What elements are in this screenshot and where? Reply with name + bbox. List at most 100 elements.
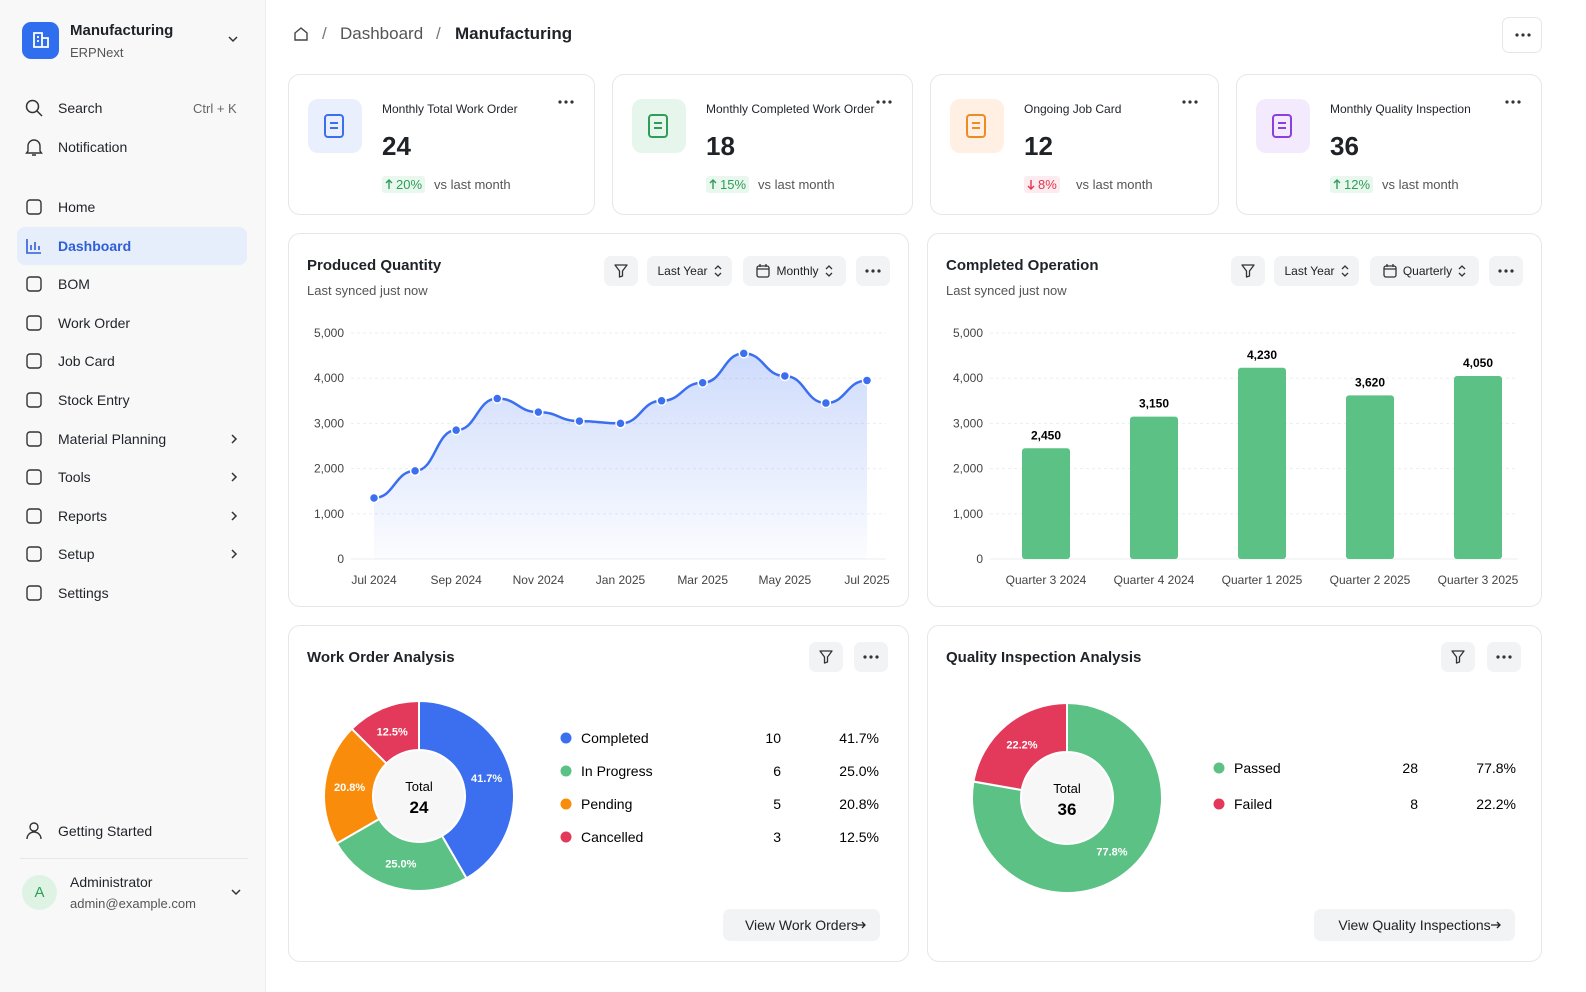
- nav-item[interactable]: Home: [58, 199, 96, 215]
- graphic: [1383, 264, 1397, 278]
- search-label[interactable]: Search: [58, 100, 103, 116]
- nav-item[interactable]: Work Order: [58, 314, 131, 331]
- center-label: Total: [405, 779, 433, 794]
- filter-select[interactable]: Monthly: [743, 256, 846, 286]
- filter-select[interactable]: Last Year: [647, 256, 732, 286]
- more-button[interactable]: [854, 642, 888, 672]
- graphic: [26, 822, 42, 840]
- kpi-icon: [308, 99, 362, 153]
- nav-item[interactable]: Job Card: [58, 353, 115, 370]
- dot: [863, 655, 867, 659]
- bar: [1346, 395, 1394, 559]
- filter-select[interactable]: Quarterly: [1370, 256, 1479, 286]
- dot: [1496, 655, 1500, 659]
- icon: [25, 139, 43, 156]
- view-button[interactable]: View Quality Inspections: [1314, 909, 1515, 941]
- calendar-icon: [756, 265, 771, 278]
- graphic: [231, 472, 238, 482]
- graphic: [648, 114, 668, 138]
- y-tick-label: 1,000: [953, 507, 983, 521]
- graphic: [228, 36, 238, 43]
- point: [368, 492, 380, 504]
- kpi-note: vs last month: [1382, 177, 1459, 192]
- graphic: [1272, 114, 1292, 138]
- filter-button[interactable]: [1441, 642, 1475, 672]
- nav-item[interactable]: Dashboard: [58, 237, 132, 254]
- graphic: [26, 430, 42, 447]
- icon: [26, 508, 42, 524]
- filter-label: Monthly: [776, 264, 819, 278]
- kpi-title: Monthly Quality Inspection: [1330, 102, 1471, 116]
- nav-item[interactable]: Stock Entry: [58, 392, 130, 408]
- x-tick-label: Sep 2024: [430, 573, 482, 587]
- graphic: [294, 27, 308, 41]
- nav-item[interactable]: Setup: [58, 546, 95, 563]
- dot: [1511, 100, 1515, 104]
- getting-started[interactable]: Getting Started: [58, 823, 153, 839]
- kpi-value: 24: [382, 131, 411, 161]
- slice: [418, 699, 515, 880]
- graphic: 77.8% 22.2% Total 36 Passed 28 77.8% Failed 8 22.…: [971, 701, 1516, 894]
- kpi-card: Monthly Quality Inspection 36 12% vs last m…: [1236, 74, 1542, 215]
- filter-button[interactable]: [604, 256, 638, 286]
- graphic: [26, 469, 42, 485]
- nav-item[interactable]: BOM: [58, 276, 90, 293]
- kpi-note: vs last month: [758, 177, 835, 192]
- legend-dot: [560, 732, 572, 744]
- arrow: [856, 921, 866, 929]
- filter-button[interactable]: [809, 642, 843, 672]
- legend-percent: 25.0%: [839, 763, 879, 779]
- kpi-card: Monthly Total Work Order 24 20% vs last mon…: [288, 74, 595, 215]
- nav-item[interactable]: Material Planning: [58, 430, 167, 447]
- more-button[interactable]: [1502, 17, 1542, 53]
- legend-dot: [560, 765, 572, 777]
- x-tick-label: Quarter 2 2025: [1330, 573, 1411, 587]
- kpi-icon: [950, 99, 1004, 153]
- kpi-note: vs last month: [1076, 177, 1153, 192]
- filter-button[interactable]: [1231, 256, 1265, 286]
- sidebar: Manufacturing ERPNext Search Ctrl + K Notifi…: [0, 0, 266, 992]
- icon: [26, 353, 42, 370]
- slice: [335, 817, 468, 892]
- nav-item[interactable]: Settings: [58, 585, 109, 601]
- x-tick-label: Jul 2024: [351, 573, 397, 587]
- x-tick-label: May 2025: [758, 573, 811, 587]
- more-button[interactable]: [1487, 642, 1521, 672]
- chevron: [231, 549, 238, 559]
- kpi-change: 20%: [382, 176, 426, 193]
- notification-label[interactable]: Notification: [58, 139, 128, 155]
- dot: [876, 100, 880, 104]
- user-email: admin@example.com: [70, 896, 196, 911]
- point: [779, 370, 791, 382]
- legend-percent: 12.5%: [839, 829, 879, 845]
- more-button[interactable]: [1489, 256, 1523, 286]
- legend-label: Pending: [581, 796, 632, 812]
- icon: [26, 315, 42, 331]
- filter-icon: [614, 264, 628, 278]
- legend-label: Cancelled: [581, 829, 643, 845]
- breadcrumb-item[interactable]: Dashboard: [340, 24, 424, 43]
- graphic: [26, 315, 42, 331]
- graphic: [385, 179, 393, 189]
- chart-card: Produced Quantity Last synced just now 0 1,…: [288, 233, 909, 607]
- filter-icon: [1241, 264, 1255, 278]
- graphic: [1491, 921, 1501, 929]
- icon: [26, 546, 42, 563]
- icon: [654, 122, 662, 129]
- more-button[interactable]: [856, 256, 890, 286]
- kpi-title: Monthly Completed Work Order: [706, 102, 875, 116]
- slice: [971, 701, 1163, 894]
- sort-icon: [714, 265, 721, 277]
- filter-select[interactable]: Last Year: [1274, 256, 1359, 286]
- nav-item[interactable]: Reports: [58, 507, 108, 524]
- icon: [26, 430, 42, 447]
- y-tick-label: 3,000: [314, 416, 344, 430]
- dot: [1527, 33, 1531, 37]
- nav-item[interactable]: Tools: [58, 469, 91, 486]
- dot: [558, 100, 562, 104]
- filter-icon: [819, 650, 833, 664]
- legend-percent: 20.8%: [839, 796, 879, 812]
- graphic: [231, 549, 238, 559]
- view-button[interactable]: View Work Orders: [723, 909, 880, 941]
- dot: [865, 269, 869, 273]
